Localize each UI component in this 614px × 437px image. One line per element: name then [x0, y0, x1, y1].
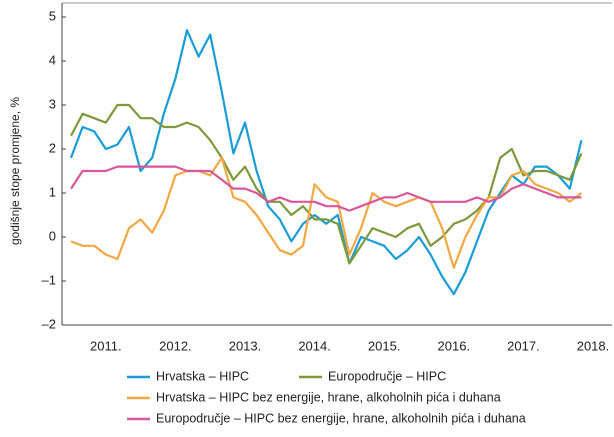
y-tick-label: –1 [42, 272, 56, 287]
y-tick-label: 5 [49, 8, 56, 23]
x-tick-label: 2013. [229, 338, 262, 353]
y-tick-label: 4 [49, 52, 56, 67]
series-line [70, 103, 583, 265]
legend-label: Hrvatska – HIPC bez energije, hrane, alk… [156, 390, 501, 404]
series-line [70, 156, 583, 269]
x-tick-label: 2012. [159, 338, 192, 353]
series-line [69, 29, 583, 296]
y-tick-label: –2 [42, 316, 56, 331]
y-tick-label: 1 [49, 184, 56, 199]
x-tick-label: 2011. [90, 338, 122, 353]
x-tick-label: 2015. [368, 338, 401, 353]
y-tick-label: 2 [49, 140, 56, 155]
legend-label: Europodručje – HIPC bez energije, hrane,… [156, 411, 526, 425]
x-tick-label: 2014. [298, 338, 331, 353]
x-tick-label: 2017. [507, 338, 540, 353]
y-tick-label: 0 [49, 228, 56, 243]
x-tick-label: 2016. [438, 338, 471, 353]
legend-label: Hrvatska – HIPC [156, 369, 249, 383]
series-line [70, 165, 582, 212]
legend-label: Europodručje – HIPC [328, 369, 446, 383]
x-tick-label: 2018. [577, 338, 610, 353]
y-tick-label: 3 [49, 96, 56, 111]
y-axis-label: godišnje stope promjene, % [8, 97, 22, 245]
